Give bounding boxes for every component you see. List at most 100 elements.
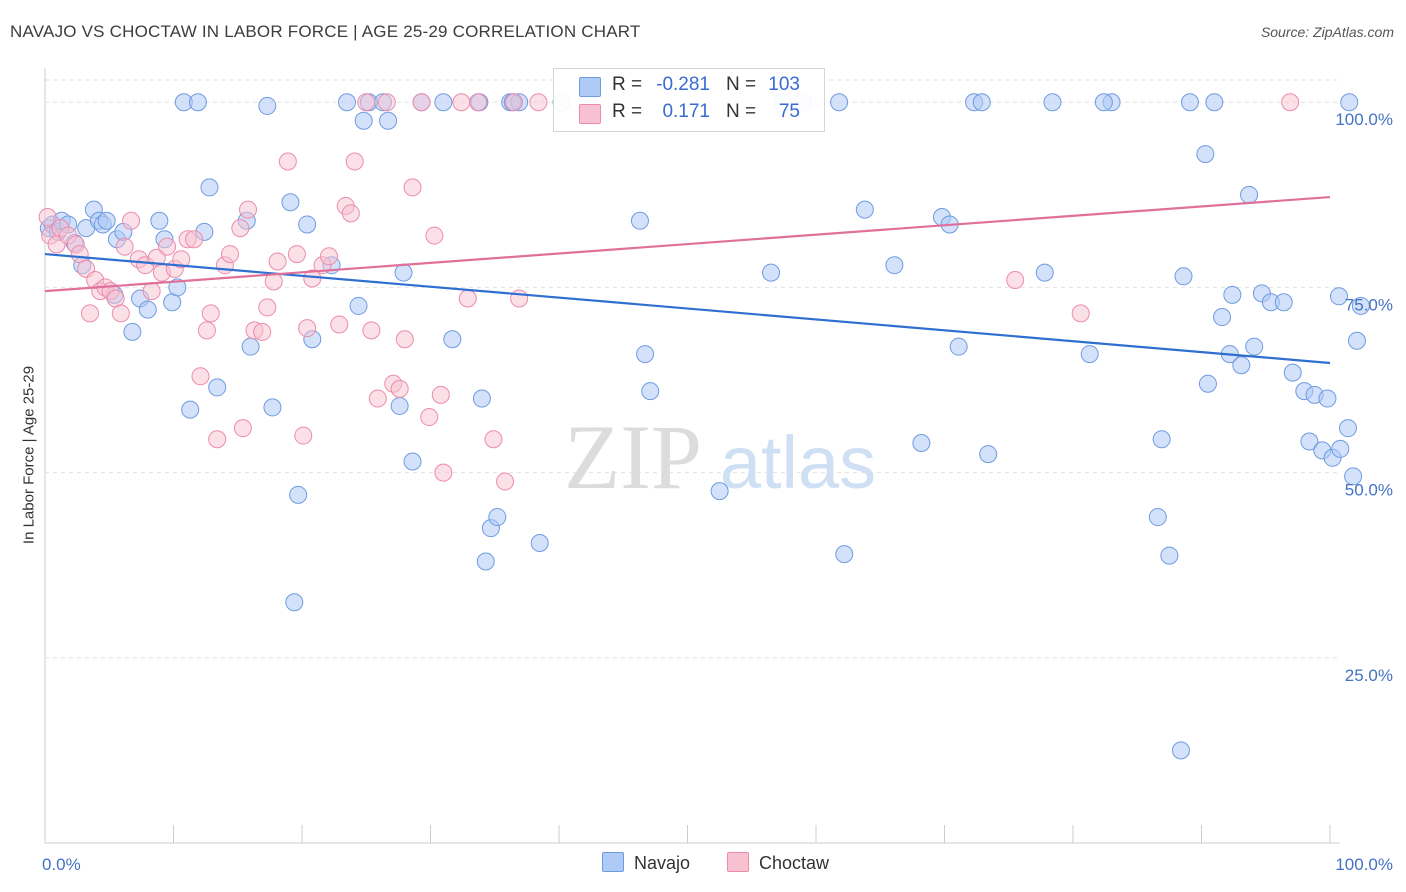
navajo-point <box>168 278 187 297</box>
choctaw-trend-line <box>44 195 1331 293</box>
choctaw-legend-label: Choctaw <box>759 853 830 873</box>
choctaw-point <box>1071 304 1090 323</box>
choctaw-swatch <box>579 104 601 124</box>
y-tick-label: 50.0% <box>1345 481 1393 500</box>
navajo-trend-line <box>44 252 1331 365</box>
navajo-point <box>949 337 968 356</box>
navajo-point <box>241 337 260 356</box>
choctaw-n-value: 75 <box>778 101 800 122</box>
navajo-point <box>641 382 660 401</box>
choctaw-point <box>377 93 396 112</box>
choctaw-point <box>208 430 227 449</box>
navajo-point <box>855 200 874 219</box>
x-tick-label: 0.0% <box>42 855 81 874</box>
navajo-point <box>1283 363 1302 382</box>
choctaw-legend-swatch <box>727 852 749 872</box>
choctaw-point <box>158 237 177 256</box>
navajo-point <box>337 93 356 112</box>
choctaw-point <box>268 252 287 271</box>
navajo-point <box>1080 345 1099 364</box>
navajo-point <box>349 296 368 315</box>
navajo-point <box>630 211 649 230</box>
navajo-point <box>1338 419 1357 438</box>
choctaw-point <box>330 315 349 334</box>
choctaw-point <box>185 230 204 249</box>
choctaw-point <box>38 208 57 227</box>
navajo-point <box>1148 508 1167 527</box>
navajo-point <box>1318 389 1337 408</box>
choctaw-point <box>122 211 141 230</box>
legend-row-choctaw: R = 0.171 N = 75 <box>554 101 824 127</box>
choctaw-point <box>253 322 272 341</box>
navajo-point <box>354 111 373 130</box>
navajo-point <box>1347 331 1366 350</box>
navajo-point <box>1240 185 1259 204</box>
choctaw-point <box>510 289 529 308</box>
choctaw-point <box>368 389 387 408</box>
navajo-point <box>472 389 491 408</box>
navajo-legend-label: Navajo <box>634 853 691 873</box>
choctaw-point <box>341 204 360 223</box>
navajo-point <box>403 452 422 471</box>
navajo-n-value: 103 <box>768 74 800 95</box>
navajo-point <box>208 378 227 397</box>
choctaw-point <box>458 289 477 308</box>
legend-item-navajo[interactable]: Navajo <box>602 852 690 874</box>
navajo-point <box>530 533 549 552</box>
navajo-point <box>762 263 781 282</box>
choctaw-point <box>529 93 548 112</box>
watermark: ZIP atlas <box>564 406 876 508</box>
gridlines <box>45 79 1340 659</box>
navajo-swatch <box>579 77 601 97</box>
y-tick-label: 25.0% <box>1345 666 1393 685</box>
navajo-point <box>258 96 277 115</box>
trend-lines <box>44 195 1331 365</box>
watermark-atlas: atlas <box>720 421 876 504</box>
choctaw-point <box>469 93 488 112</box>
navajo-point <box>1174 267 1193 286</box>
choctaw-point <box>357 93 376 112</box>
navajo-point <box>830 93 849 112</box>
navajo-point <box>390 396 409 415</box>
navajo-point <box>972 93 991 112</box>
navajo-point <box>710 482 729 501</box>
choctaw-point <box>412 93 431 112</box>
navajo-point <box>912 433 931 452</box>
navajo-point <box>281 193 300 212</box>
navajo-point <box>443 330 462 349</box>
r-label: R = <box>612 101 643 122</box>
choctaw-r-value: 0.171 <box>662 101 710 122</box>
navajo-point <box>1344 467 1363 486</box>
choctaw-point <box>452 93 471 112</box>
navajo-point <box>979 445 998 464</box>
navajo-point <box>379 111 398 130</box>
legend-item-choctaw[interactable]: Choctaw <box>727 852 829 874</box>
tick-labels: 25.0% 50.0% 75.0% 100.0% 0.0% 100.0% <box>42 110 1393 874</box>
navajo-point <box>1340 93 1359 112</box>
axes <box>44 68 1340 844</box>
navajo-point <box>1171 741 1190 760</box>
chart-title: NAVAJO VS CHOCTAW IN LABOR FORCE | AGE 2… <box>10 22 641 41</box>
choctaw-point <box>362 321 381 340</box>
choctaw-point <box>298 319 317 338</box>
navajo-point <box>1223 285 1242 304</box>
navajo-point <box>1205 93 1224 112</box>
choctaw-point <box>484 430 503 449</box>
choctaw-point <box>258 298 277 317</box>
n-label: N = <box>726 101 757 122</box>
choctaw-point <box>231 219 250 238</box>
navajo-point <box>394 263 413 282</box>
choctaw-point <box>395 330 414 349</box>
navajo-point <box>181 400 200 419</box>
choctaw-point <box>115 237 134 256</box>
y-tick-label: 100.0% <box>1335 110 1393 129</box>
choctaw-point <box>431 385 450 404</box>
navajo-point <box>488 508 507 527</box>
navajo-legend-swatch <box>602 852 624 872</box>
navajo-point <box>1196 145 1215 164</box>
navajo-point <box>150 211 169 230</box>
y-tick-label: 75.0% <box>1345 295 1393 314</box>
navajo-point <box>434 93 453 112</box>
navajo-point <box>138 300 157 319</box>
